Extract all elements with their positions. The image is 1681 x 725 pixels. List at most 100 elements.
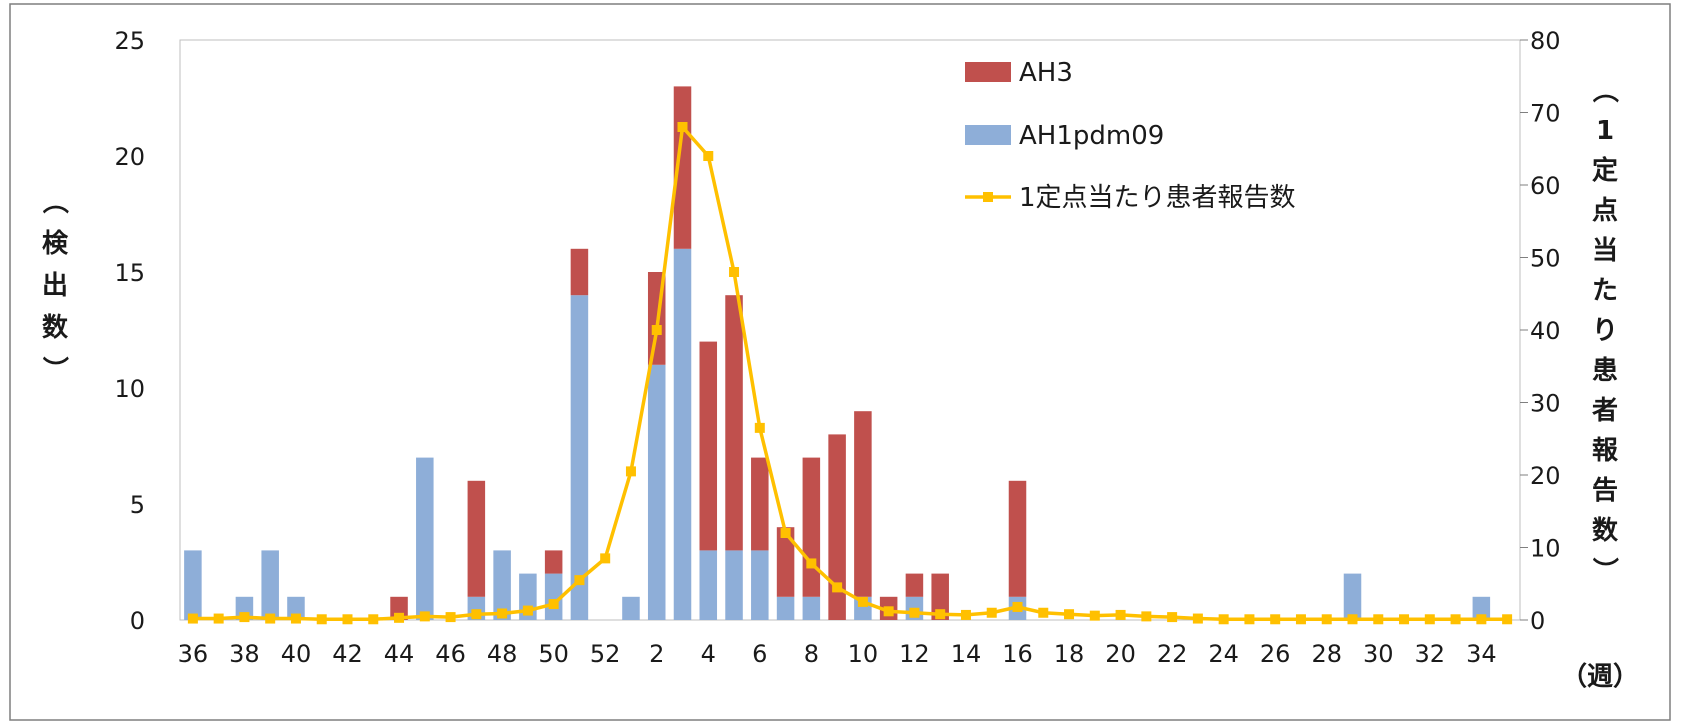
bar-ah1pdm09-week-5 [725, 550, 743, 620]
patient-report-point-week-49 [522, 605, 533, 616]
bar-ah3-week-6 [751, 457, 769, 551]
patient-report-point-week-42 [342, 614, 353, 625]
patient-report-point-week-45 [419, 611, 430, 622]
bar-ah1pdm09-week-1 [622, 596, 640, 620]
axis-title-char: 数 [1592, 516, 1619, 546]
axis-title-char: 検 [42, 229, 69, 259]
patient-report-point-week-14 [960, 609, 971, 620]
axis-title-char: 者 [1592, 396, 1618, 426]
patient-report-point-week-50 [548, 599, 559, 610]
patient-report-point-week-11 [883, 606, 894, 617]
bar-ah1pdm09-week-45 [416, 457, 434, 620]
patient-report-point-week-7 [780, 528, 791, 538]
y-tick-label: 5 [130, 491, 145, 519]
bar-ah3-week-50 [544, 550, 563, 574]
patient-report-point-week-12 [909, 607, 920, 618]
patient-report-point-week-3 [677, 122, 688, 132]
bar-ah1pdm09-week-7 [776, 596, 795, 620]
y2-tick-label: 50 [1530, 245, 1561, 273]
y2-axis-ticks: 0 10 20 30 40 50 60 70 80 [1520, 27, 1561, 635]
bar-ah1pdm09-week-48 [493, 550, 511, 620]
y2-tick-label: 20 [1530, 462, 1561, 490]
patient-report-point-week-43 [368, 614, 379, 625]
y2-tick-label: 80 [1530, 27, 1561, 55]
x-axis-unit: （週） [1561, 662, 1639, 692]
x-tick-label: 42 [332, 640, 363, 668]
patient-report-point-week-6 [754, 422, 765, 433]
x-tick-label: 36 [178, 640, 209, 668]
legend-line-marker [983, 192, 993, 202]
bar-ah3-week-8 [802, 457, 821, 597]
bar-ah3-week-47 [467, 480, 486, 597]
axis-title-char: 患 [1592, 356, 1618, 386]
y2-tick-label: 0 [1530, 607, 1545, 635]
patient-report-point-week-47 [471, 609, 482, 620]
patient-report-line [192, 125, 1508, 622]
x-tick-label: 50 [538, 640, 569, 668]
bar-ah1pdm09-week-3 [673, 248, 692, 621]
y2-tick-label: 30 [1530, 390, 1561, 418]
patient-report-point-week-8 [806, 558, 817, 569]
axis-title-char: （ [39, 188, 69, 214]
x-tick-label: 30 [1363, 640, 1394, 668]
axis-title-char: た [1592, 276, 1618, 306]
patient-report-point-week-9 [832, 582, 843, 593]
axis-title-char: 点 [1592, 195, 1618, 226]
bar-ah3-week-4 [699, 341, 718, 551]
bar-ah1pdm09-week-8 [802, 596, 821, 620]
patient-report-point-week-36 [187, 613, 198, 624]
patient-report-point-week-10 [857, 596, 868, 607]
patient-report-point-week-19 [1089, 610, 1100, 621]
patient-report-point-week-35 [1502, 614, 1513, 625]
patient-report-point-week-44 [394, 612, 405, 623]
axis-title-char: 数 [42, 313, 69, 343]
line-layer [187, 122, 1513, 625]
patient-report-point-week-21 [1141, 611, 1152, 622]
x-tick-label: 38 [229, 640, 260, 668]
bar-ah3-week-12 [905, 573, 924, 597]
x-tick-label: 40 [281, 640, 312, 668]
patient-report-point-week-27 [1295, 614, 1306, 625]
patient-report-point-week-25 [1244, 614, 1255, 625]
bar-ah3-week-51 [570, 248, 589, 296]
patient-report-point-week-51 [574, 575, 585, 586]
patient-report-point-week-40 [290, 613, 301, 624]
x-tick-label: 34 [1466, 640, 1497, 668]
bar-ah3-week-16 [1008, 480, 1027, 597]
patient-report-point-week-31 [1399, 614, 1410, 625]
legend-label: AH1pdm09 [1019, 121, 1164, 151]
patient-report-point-week-48 [497, 608, 508, 619]
patient-report-point-week-28 [1321, 614, 1332, 625]
y2-tick-label: 60 [1530, 172, 1561, 200]
axis-title-char: ） [1589, 557, 1619, 583]
x-tick-label: 4 [701, 640, 716, 668]
patient-report-point-week-30 [1373, 614, 1384, 625]
bar-ah3-week-9 [828, 434, 846, 620]
axis-title-char: 出 [42, 271, 68, 301]
patient-report-point-week-52 [600, 553, 611, 564]
y2-tick-label: 70 [1530, 100, 1561, 128]
y-tick-label: 20 [114, 143, 145, 171]
patient-report-point-week-37 [213, 613, 224, 624]
axis-title-char: 告 [1592, 476, 1618, 506]
x-tick-label: 46 [435, 640, 466, 668]
x-tick-label: 18 [1054, 640, 1085, 668]
patient-report-point-week-29 [1347, 614, 1358, 625]
patient-report-point-week-39 [265, 613, 276, 624]
x-tick-label: 14 [951, 640, 982, 668]
x-tick-label: 16 [1002, 640, 1033, 668]
bar-ah3-week-7 [776, 527, 795, 597]
axis-title-char: ） [39, 356, 69, 382]
patient-report-point-week-32 [1424, 614, 1435, 625]
patient-report-point-week-22 [1167, 612, 1178, 623]
bar-ah1pdm09-week-36 [184, 550, 202, 620]
patient-report-point-week-13 [935, 609, 946, 620]
patient-report-point-week-2 [651, 325, 662, 335]
patient-report-point-week-33 [1450, 614, 1461, 625]
legend-swatch [965, 125, 1011, 145]
y-axis-title: （ 検出数 ） [39, 188, 69, 382]
y2-axis-title: （ 1 定点当たり患者報告数 ） [1589, 77, 1619, 583]
y-tick-label: 25 [114, 27, 145, 55]
legend-label: 1定点当たり患者報告数 [1019, 183, 1296, 213]
